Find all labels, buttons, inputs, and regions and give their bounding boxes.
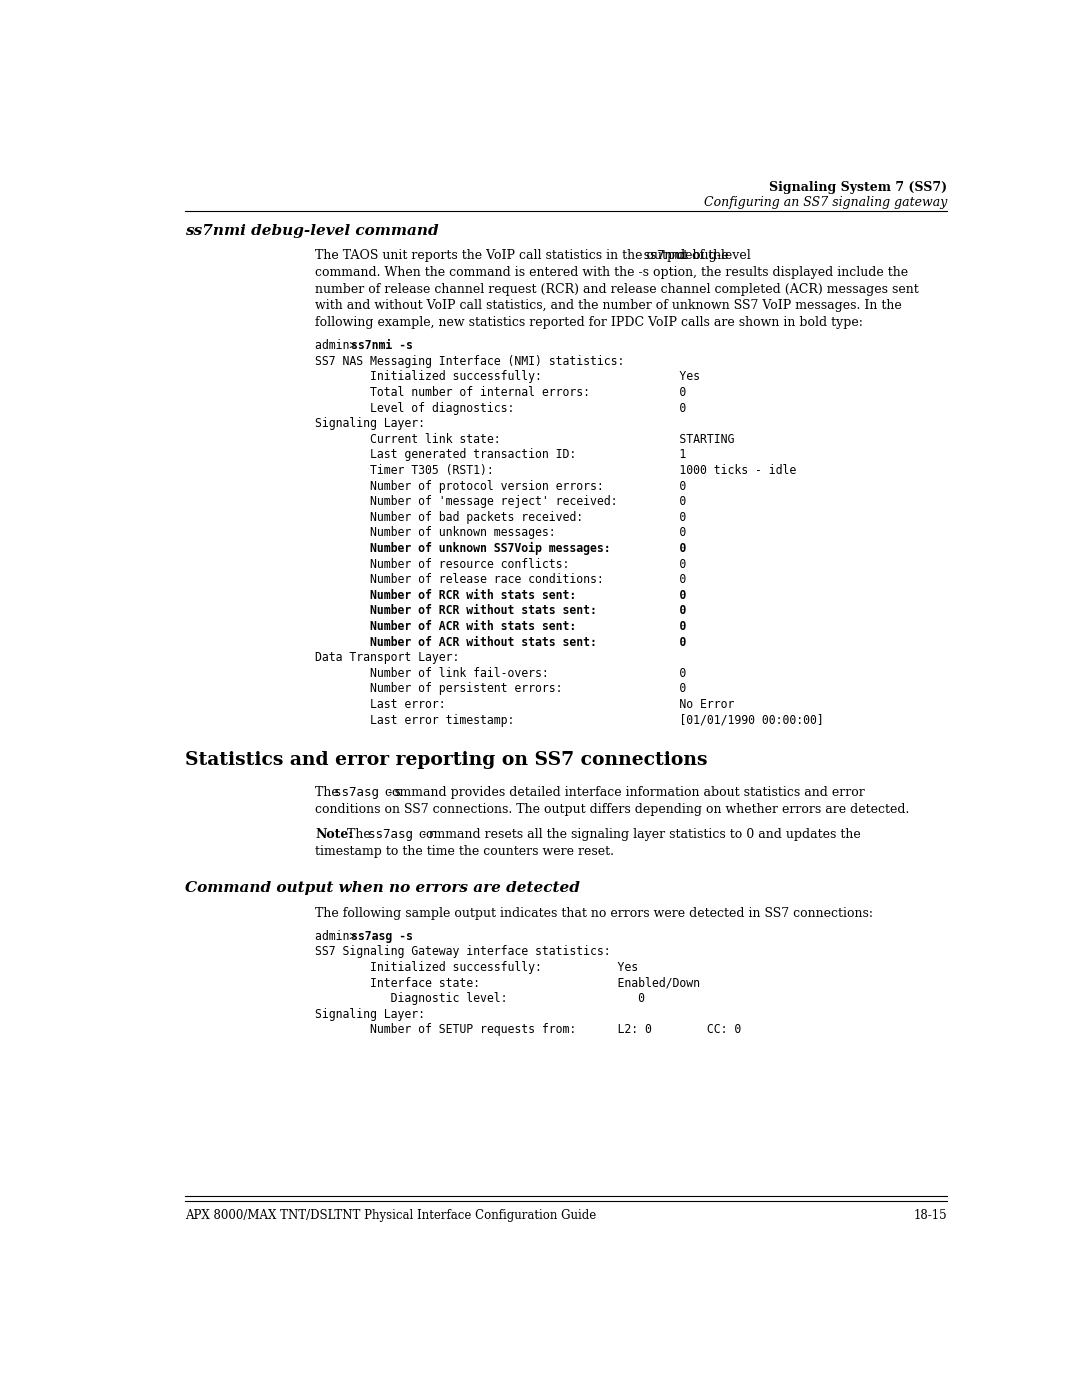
Text: debug-level: debug-level — [673, 250, 751, 263]
Text: Number of bad packets received:              0: Number of bad packets received: 0 — [315, 511, 686, 524]
Text: The: The — [339, 828, 375, 841]
Text: Total number of internal errors:             0: Total number of internal errors: 0 — [315, 386, 686, 400]
Text: Initialized successfully:           Yes: Initialized successfully: Yes — [315, 961, 638, 974]
Text: Signaling Layer:: Signaling Layer: — [315, 1007, 424, 1021]
Text: Number of protocol version errors:           0: Number of protocol version errors: 0 — [315, 479, 686, 493]
Text: Level of diagnostics:                        0: Level of diagnostics: 0 — [315, 401, 686, 415]
Text: SS7 Signaling Gateway interface statistics:: SS7 Signaling Gateway interface statisti… — [315, 946, 610, 958]
Text: command resets all the signaling layer statistics to 0 and updates the: command resets all the signaling layer s… — [415, 828, 861, 841]
Text: Number of link fail-overs:                   0: Number of link fail-overs: 0 — [315, 666, 686, 680]
Text: Statistics and error reporting on SS7 connections: Statistics and error reporting on SS7 co… — [186, 750, 707, 768]
Text: ss7asg -s: ss7asg -s — [351, 930, 413, 943]
Text: Timer T305 (RST1):                           1000 ticks - idle: Timer T305 (RST1): 1000 ticks - idle — [315, 464, 796, 476]
Text: ss7nmi: ss7nmi — [643, 250, 687, 263]
Text: The: The — [315, 787, 342, 799]
Text: Note:: Note: — [315, 828, 353, 841]
Text: command. When the command is entered with the -s option, the results displayed i: command. When the command is entered wit… — [315, 265, 908, 279]
Text: Last error:                                  No Error: Last error: No Error — [315, 698, 734, 711]
Text: Configuring an SS7 signaling gateway: Configuring an SS7 signaling gateway — [703, 196, 947, 208]
Text: Current link state:                          STARTING: Current link state: STARTING — [315, 433, 734, 446]
Text: Signaling Layer:: Signaling Layer: — [315, 418, 424, 430]
Text: Number of RCR without stats sent:            0: Number of RCR without stats sent: 0 — [315, 605, 686, 617]
Text: Data Transport Layer:: Data Transport Layer: — [315, 651, 459, 664]
Text: command provides detailed interface information about statistics and error: command provides detailed interface info… — [381, 787, 865, 799]
Text: Last error timestamp:                        [01/01/1990 00:00:00]: Last error timestamp: [01/01/1990 00:00:… — [315, 714, 824, 726]
Text: The TAOS unit reports the VoIP call statistics in the output of the: The TAOS unit reports the VoIP call stat… — [315, 250, 732, 263]
Text: SS7 NAS Messaging Interface (NMI) statistics:: SS7 NAS Messaging Interface (NMI) statis… — [315, 355, 624, 367]
Text: The following sample output indicates that no errors were detected in SS7 connec: The following sample output indicates th… — [315, 907, 873, 919]
Text: following example, new statistics reported for IPDC VoIP calls are shown in bold: following example, new statistics report… — [315, 316, 863, 330]
Text: ss7nmi -s: ss7nmi -s — [351, 339, 413, 352]
Text: Command output when no errors are detected: Command output when no errors are detect… — [186, 882, 580, 895]
Text: Signaling System 7 (SS7): Signaling System 7 (SS7) — [769, 180, 947, 194]
Text: number of release channel request (RCR) and release channel completed (ACR) mess: number of release channel request (RCR) … — [315, 282, 919, 296]
Text: Interface state:                    Enabled/Down: Interface state: Enabled/Down — [315, 977, 700, 989]
Text: Number of SETUP requests from:      L2: 0        CC: 0: Number of SETUP requests from: L2: 0 CC:… — [315, 1024, 741, 1037]
Text: timestamp to the time the counters were reset.: timestamp to the time the counters were … — [315, 845, 613, 858]
Text: Number of resource conflicts:                0: Number of resource conflicts: 0 — [315, 557, 686, 570]
Text: Last generated transaction ID:               1: Last generated transaction ID: 1 — [315, 448, 686, 461]
Text: ss7nmi debug-level command: ss7nmi debug-level command — [186, 224, 438, 237]
Text: Initialized successfully:                    Yes: Initialized successfully: Yes — [315, 370, 700, 383]
Text: Number of persistent errors:                 0: Number of persistent errors: 0 — [315, 682, 686, 696]
Text: ss7asg -r: ss7asg -r — [368, 828, 435, 841]
Text: Number of unknown SS7Voip messages:          0: Number of unknown SS7Voip messages: 0 — [315, 542, 686, 555]
Text: Number of 'message reject' received:         0: Number of 'message reject' received: 0 — [315, 495, 686, 509]
Text: Number of release race conditions:           0: Number of release race conditions: 0 — [315, 573, 686, 587]
Text: with and without VoIP call statistics, and the number of unknown SS7 VoIP messag: with and without VoIP call statistics, a… — [315, 299, 902, 313]
Text: Number of ACR with stats sent:               0: Number of ACR with stats sent: 0 — [315, 620, 686, 633]
Text: Number of unknown messages:                  0: Number of unknown messages: 0 — [315, 527, 686, 539]
Text: APX 8000/MAX TNT/DSLTNT Physical Interface Configuration Guide: APX 8000/MAX TNT/DSLTNT Physical Interfa… — [186, 1208, 596, 1222]
Text: admin>: admin> — [315, 930, 363, 943]
Text: admin>: admin> — [315, 339, 363, 352]
Text: Diagnostic level:                   0: Diagnostic level: 0 — [315, 992, 645, 1006]
Text: conditions on SS7 connections. The output differs depending on whether errors ar: conditions on SS7 connections. The outpu… — [315, 803, 909, 816]
Text: ss7asg -s: ss7asg -s — [334, 787, 402, 799]
Text: 18-15: 18-15 — [914, 1208, 947, 1222]
Text: Number of RCR with stats sent:               0: Number of RCR with stats sent: 0 — [315, 588, 686, 602]
Text: Number of ACR without stats sent:            0: Number of ACR without stats sent: 0 — [315, 636, 686, 648]
